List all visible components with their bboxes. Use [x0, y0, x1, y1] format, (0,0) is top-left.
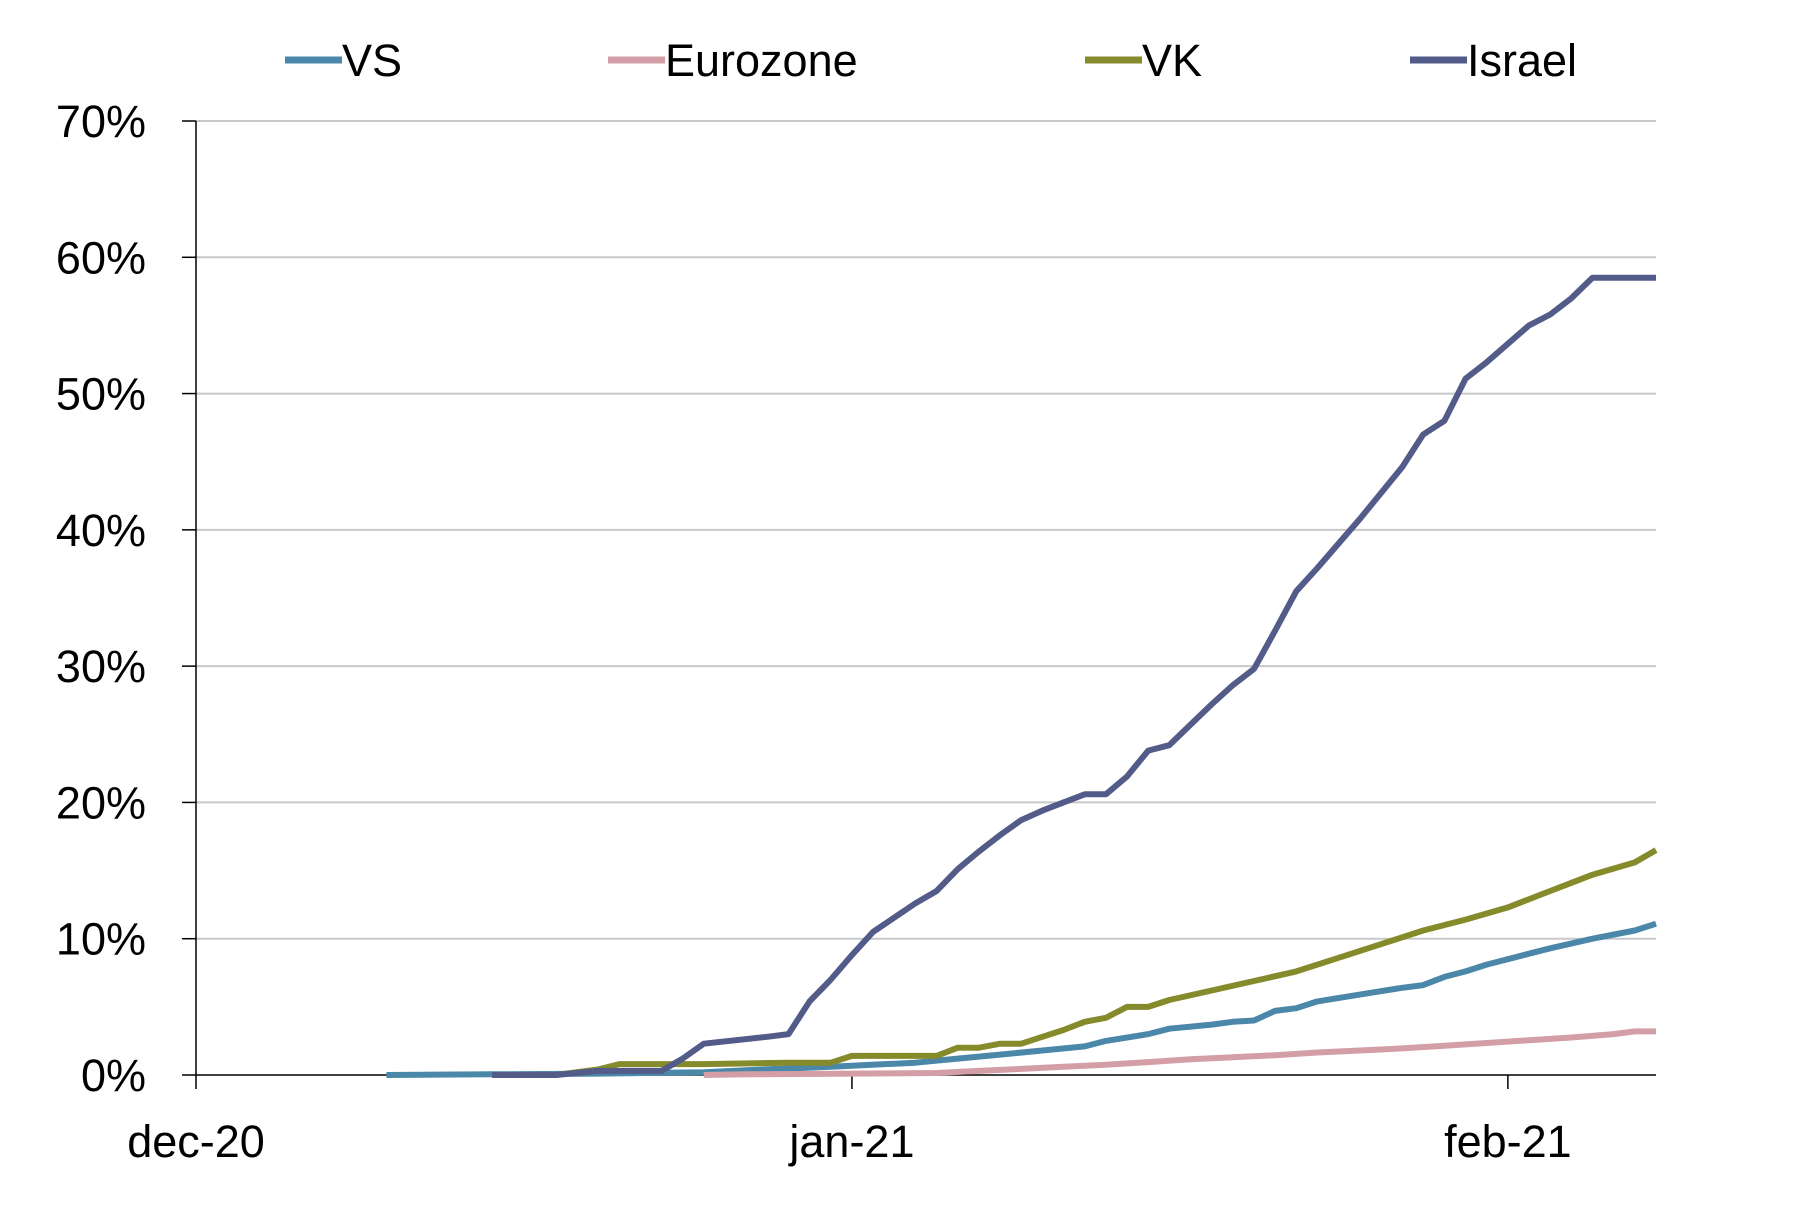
y-tick-label: 30%	[56, 641, 146, 692]
legend-layer: VS Eurozone VK Israel	[285, 35, 1577, 86]
grid-layer	[196, 120, 1656, 940]
axes-layer: 0% 10% 20% 30% 40% 50% 60% 70% dec-20 jan-21 feb-2…	[56, 96, 1656, 1167]
y-tick-label: 40%	[56, 505, 146, 556]
series-line-eurozone	[703, 1028, 1656, 1078]
series-layer	[386, 274, 1658, 1078]
y-tick-label: 70%	[56, 96, 146, 147]
series-line-vs	[386, 920, 1657, 1078]
legend-label-eurozone: Eurozone	[665, 35, 858, 86]
series-line-israel	[492, 274, 1656, 1078]
y-tick-label: 0%	[81, 1050, 146, 1101]
x-tick-label: dec-20	[127, 1116, 265, 1167]
legend-label-israel: Israel	[1467, 35, 1577, 86]
series-line-vk	[555, 847, 1658, 1078]
y-tick-label: 60%	[56, 232, 146, 283]
legend-label-vs: VS	[342, 35, 402, 86]
y-tick-label: 10%	[56, 914, 146, 965]
legend-label-vk: VK	[1142, 35, 1202, 86]
x-tick-label: jan-21	[787, 1116, 914, 1167]
x-tick-label: feb-21	[1444, 1116, 1572, 1167]
y-tick-label: 20%	[56, 777, 146, 828]
y-tick-label: 50%	[56, 369, 146, 420]
